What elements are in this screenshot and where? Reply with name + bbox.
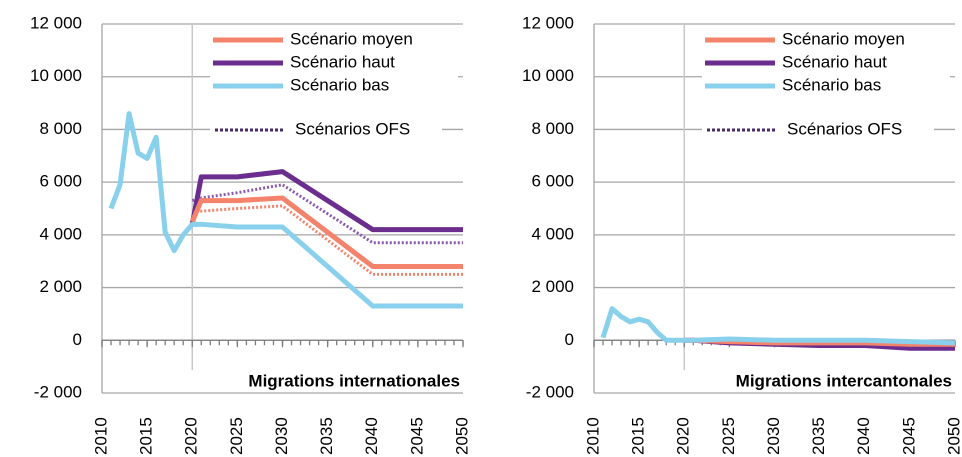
x-tick-label: 2010 xyxy=(91,417,110,455)
x-tick-label: 2040 xyxy=(854,417,873,455)
y-tick-label: 6 000 xyxy=(531,172,574,191)
y-tick-label: 0 xyxy=(565,330,574,349)
x-tick-label: 2015 xyxy=(629,417,648,455)
y-tick-label: 0 xyxy=(73,330,82,349)
legend-bg xyxy=(702,52,950,74)
y-tick-label: 12 000 xyxy=(522,13,574,32)
legend-bg xyxy=(210,52,458,74)
y-tick-label: 2 000 xyxy=(531,277,574,296)
series-line xyxy=(600,306,956,346)
x-tick-label: 2050 xyxy=(944,417,962,455)
y-tick-label: -2 000 xyxy=(526,382,574,401)
y-tick-label: -2 000 xyxy=(34,382,82,401)
legend-label: Scénario haut xyxy=(290,52,395,71)
legend-bg xyxy=(702,29,950,51)
legend-bg xyxy=(210,119,442,141)
label-bg xyxy=(172,370,461,392)
x-tick-label: 2020 xyxy=(182,417,201,455)
series-line xyxy=(189,169,463,233)
x-tick-label: 2025 xyxy=(227,417,246,455)
y-tick-label: 12 000 xyxy=(30,13,82,32)
y-tick-label: 8 000 xyxy=(39,119,82,138)
y-tick-label: 10 000 xyxy=(522,66,574,85)
y-tick-label: 4 000 xyxy=(531,224,574,243)
x-tick-label: 2015 xyxy=(137,417,156,455)
x-tick-label: 2035 xyxy=(317,417,336,455)
x-tick-label: 2025 xyxy=(719,417,738,455)
legend-bg xyxy=(210,29,458,51)
y-tick-label: 4 000 xyxy=(39,224,82,243)
ofs-line xyxy=(192,204,463,276)
series-line xyxy=(189,195,463,269)
legend-label: Scénarios OFS xyxy=(787,119,902,138)
chart-label: Migrations intercantonales xyxy=(736,371,952,390)
ofs-line xyxy=(191,183,463,245)
x-tick-label: 2035 xyxy=(809,417,828,455)
legend-bg xyxy=(702,75,950,97)
y-tick-label: 10 000 xyxy=(30,66,82,85)
x-tick-label: 2040 xyxy=(362,417,381,455)
legend-label: Scénario bas xyxy=(290,75,389,94)
x-tick-label: 2030 xyxy=(764,417,783,455)
x-tick-label: 2010 xyxy=(583,417,602,455)
x-tick-label: 2050 xyxy=(452,417,471,455)
legend-bg xyxy=(702,119,934,141)
label-bg xyxy=(664,370,953,392)
legend-label: Scénario haut xyxy=(782,52,887,71)
y-tick-label: 6 000 xyxy=(39,172,82,191)
x-tick-label: 2030 xyxy=(272,417,291,455)
legend-label: Scénario moyen xyxy=(782,29,905,48)
series-line xyxy=(108,111,463,309)
legend-label: Scénario moyen xyxy=(290,29,413,48)
x-tick-label: 2045 xyxy=(899,417,918,455)
y-tick-label: 2 000 xyxy=(39,277,82,296)
legend-label: Scénario bas xyxy=(782,75,881,94)
y-tick-label: 8 000 xyxy=(531,119,574,138)
legend-label: Scénarios OFS xyxy=(295,119,410,138)
x-tick-label: 2020 xyxy=(674,417,693,455)
legend-bg xyxy=(210,75,458,97)
x-tick-label: 2045 xyxy=(407,417,426,455)
chart-label: Migrations internationales xyxy=(248,371,460,390)
